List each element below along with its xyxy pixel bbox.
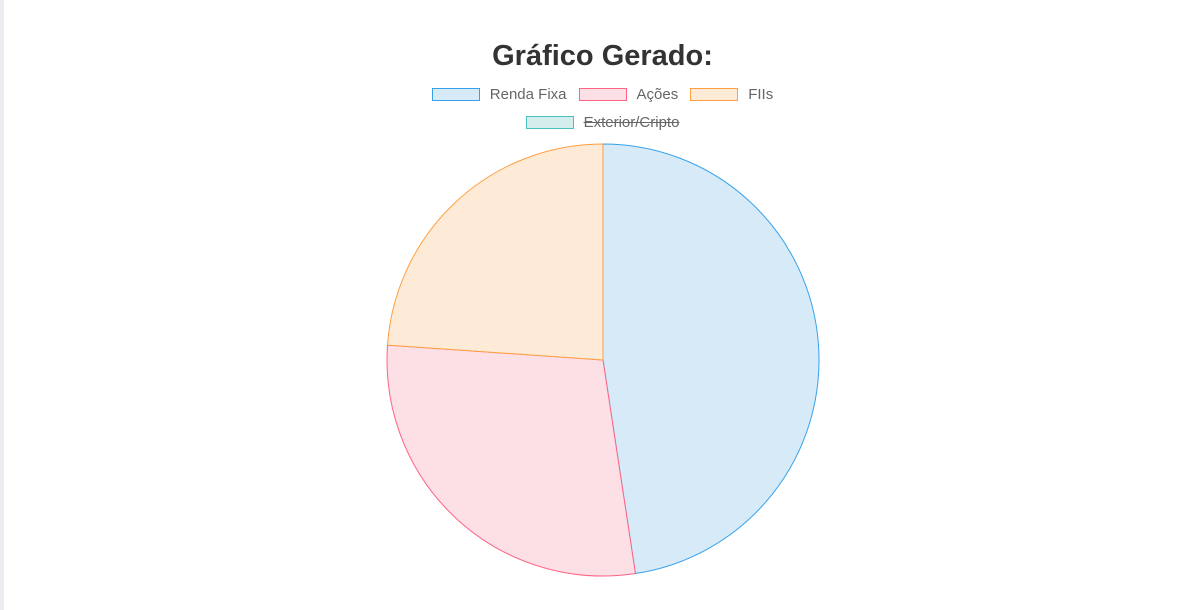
legend-label-exterior-cripto: Exterior/Cripto xyxy=(583,114,680,131)
legend-item-acoes[interactable]: Ações xyxy=(578,86,679,103)
legend-label-renda-fixa: Renda Fixa xyxy=(489,86,567,103)
pie-slice-fiis[interactable] xyxy=(387,143,604,361)
legend-swatch-fiis xyxy=(690,88,739,101)
legend-swatch-acoes xyxy=(578,88,627,101)
pie-slice-renda-fixa[interactable] xyxy=(602,143,820,575)
legend-item-exterior-cripto[interactable]: Exterior/Cripto xyxy=(525,114,680,131)
legend-row-2: Exterior/Cripto xyxy=(0,114,1200,131)
chart-title: Gráfico Gerado: xyxy=(492,40,713,72)
legend-item-fiis[interactable]: FIIs xyxy=(690,86,773,103)
pie-slice-acoes[interactable] xyxy=(386,344,636,577)
page-left-border xyxy=(0,0,4,610)
legend-label-fiis: FIIs xyxy=(748,86,774,103)
legend-swatch-renda-fixa xyxy=(431,88,480,101)
legend-item-renda-fixa[interactable]: Renda Fixa xyxy=(431,86,567,103)
legend-row-1: Renda Fixa Ações FIIs xyxy=(0,86,1200,103)
legend-swatch-exterior-cripto xyxy=(525,116,574,129)
legend-label-acoes: Ações xyxy=(636,86,679,103)
